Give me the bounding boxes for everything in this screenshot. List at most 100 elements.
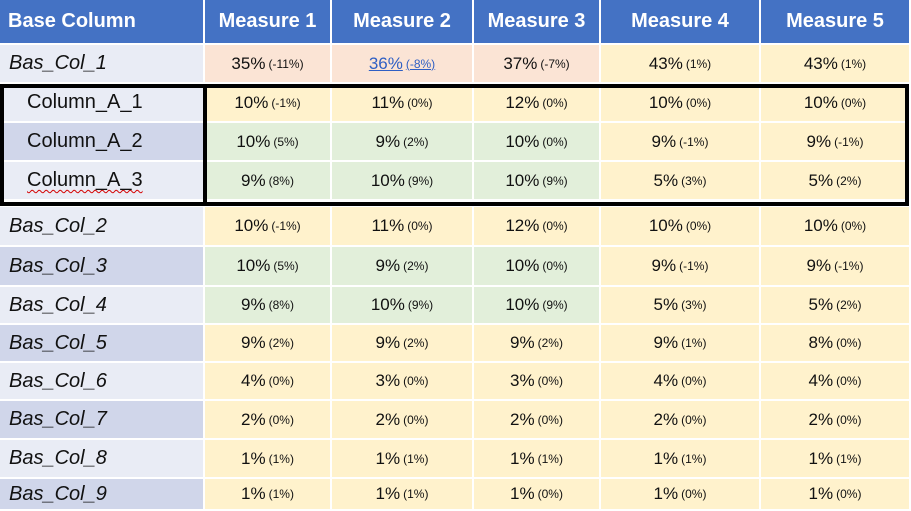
- row-label: Column_A_2: [0, 123, 205, 162]
- value-percent: 1%: [375, 484, 401, 503]
- value-cell: 9% (8%): [205, 162, 332, 201]
- row-label-text: Bas_Col_1: [9, 52, 107, 74]
- value-percent: 1%: [808, 484, 834, 503]
- value-cell: 10% (9%): [332, 162, 474, 201]
- value-percent: 1%: [241, 484, 266, 503]
- value-cell: 10% (-1%): [205, 207, 332, 247]
- value-change: (-1%): [271, 95, 301, 110]
- value-change: (0%): [537, 374, 563, 388]
- value-change: (2%): [403, 259, 429, 273]
- value-percent: 1%: [241, 448, 266, 468]
- value-change: (2%): [836, 173, 862, 188]
- value-cell: 37% (-7%): [474, 45, 601, 84]
- row-label-text: Bas_Col_8: [9, 447, 107, 469]
- value-change: (0%): [268, 412, 294, 427]
- value-percent: 10%: [648, 216, 683, 235]
- value-change: (8%): [268, 298, 294, 312]
- value-percent: 11%: [371, 92, 405, 112]
- value-change: (0%): [403, 374, 429, 388]
- value-cell: 10% (0%): [474, 123, 601, 162]
- row-label-text: Bas_Col_6: [9, 369, 107, 392]
- value-change: (0%): [681, 487, 707, 501]
- value-cell: 1% (0%): [761, 479, 911, 511]
- value-cell: 10% (0%): [761, 84, 911, 123]
- header-base-column: Base Column: [0, 0, 205, 45]
- value-change: (0%): [407, 95, 433, 110]
- value-cell: 9% (8%): [205, 287, 332, 325]
- value-percent: 9%: [510, 333, 535, 352]
- value-cell: 10% (5%): [205, 247, 332, 287]
- value-change: (0%): [836, 412, 862, 427]
- value-percent: 10%: [505, 256, 540, 275]
- value-percent: 37%: [503, 53, 538, 73]
- value-change: (5%): [273, 134, 299, 149]
- value-cell: 1% (1%): [205, 479, 332, 511]
- value-percent: 9%: [651, 131, 677, 151]
- value-cell: 1% (1%): [601, 440, 761, 479]
- value-cell: 4% (0%): [601, 363, 761, 401]
- value-cell: 3% (0%): [474, 363, 601, 401]
- value-change: (-11%): [268, 56, 304, 71]
- header-measure-2: Measure 2: [332, 0, 474, 45]
- value-cell: 10% (0%): [601, 84, 761, 123]
- value-cell: 10% (0%): [474, 247, 601, 287]
- value-change: (1%): [537, 451, 563, 466]
- value-cell[interactable]: 36% (-8%): [332, 45, 474, 84]
- value-percent: 10%: [234, 92, 269, 112]
- value-percent: 1%: [653, 484, 679, 503]
- value-change: (3%): [681, 298, 707, 312]
- value-cell: 4% (0%): [205, 363, 332, 401]
- value-change: (0%): [542, 95, 568, 110]
- value-change: (-1%): [271, 219, 301, 233]
- value-percent: 10%: [236, 131, 271, 151]
- value-cell: 8% (0%): [761, 325, 911, 363]
- value-percent: 1%: [808, 448, 834, 468]
- row-label: Bas_Col_3: [0, 247, 205, 287]
- value-percent: 9%: [375, 333, 401, 352]
- value-cell: 1% (1%): [761, 440, 911, 479]
- value-change: (5%): [273, 259, 299, 273]
- value-cell: 9% (-1%): [601, 247, 761, 287]
- value-change: (3%): [681, 173, 707, 188]
- row-label-text: Column_A_3: [27, 169, 143, 191]
- value-percent: 10%: [236, 256, 271, 275]
- value-percent: 3%: [510, 371, 535, 390]
- value-cell: 10% (0%): [601, 207, 761, 247]
- value-percent: 10%: [505, 131, 540, 151]
- value-cell: 2% (0%): [474, 401, 601, 440]
- value-percent: 5%: [653, 295, 679, 314]
- value-change: (0%): [542, 219, 568, 233]
- value-percent: 9%: [241, 295, 266, 314]
- value-percent: 43%: [803, 53, 838, 73]
- value-change: (0%): [403, 412, 429, 427]
- row-label-text: Bas_Col_4: [9, 293, 107, 316]
- row-label: Bas_Col_4: [0, 287, 205, 325]
- value-cell: 1% (0%): [474, 479, 601, 511]
- value-percent: 2%: [510, 409, 535, 429]
- value-change: (1%): [681, 336, 707, 350]
- value-cell: 3% (0%): [332, 363, 474, 401]
- value-change: (9%): [542, 298, 568, 312]
- value-percent: 1%: [510, 484, 535, 503]
- value-cell: 9% (1%): [601, 325, 761, 363]
- value-cell: 10% (-1%): [205, 84, 332, 123]
- row-label-text: Column_A_2: [27, 130, 143, 152]
- value-cell: 11% (0%): [332, 207, 474, 247]
- header-label: Base Column: [8, 10, 136, 32]
- value-cell: 10% (9%): [474, 162, 601, 201]
- value-cell: 1% (1%): [332, 440, 474, 479]
- header-measure-4: Measure 4: [601, 0, 761, 45]
- value-percent: 10%: [648, 92, 683, 112]
- value-change: (1%): [403, 487, 429, 501]
- value-cell: 10% (0%): [761, 207, 911, 247]
- value-change: (-1%): [834, 134, 864, 149]
- value-change: (0%): [537, 412, 563, 427]
- value-change: (0%): [840, 95, 867, 110]
- value-change: (-1%): [679, 134, 709, 149]
- row-label-text: Bas_Col_2: [9, 214, 107, 237]
- value-percent: 9%: [806, 256, 832, 275]
- value-cell: 43% (1%): [761, 45, 911, 84]
- value-cell: 43% (1%): [601, 45, 761, 84]
- header-label: Measure 5: [786, 10, 884, 32]
- header-measure-3: Measure 3: [474, 0, 601, 45]
